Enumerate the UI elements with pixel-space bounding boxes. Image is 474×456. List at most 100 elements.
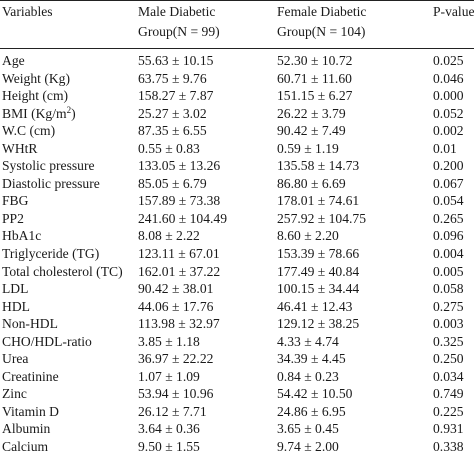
male-value-cell: 3.64 ± 0.36: [138, 421, 200, 437]
variable-label: Urea: [2, 351, 29, 367]
pvalue-cell: 0.025: [433, 53, 464, 68]
variable-cell: Age: [2, 52, 25, 70]
table-row: Urea 36.97 ± 22.22 34.39 ± 4.45 0.250: [0, 350, 474, 368]
female-value-cell: 0.59 ± 1.19: [277, 140, 339, 156]
header-male-line2: Group(N = 99): [138, 24, 220, 39]
male-value-cell: 123.11 ± 67.01: [138, 246, 220, 262]
variable-cell: Diastolic pressure: [2, 175, 100, 193]
male-value-cell: 133.05 ± 13.26: [138, 158, 221, 174]
table-row: HbA1c 8.08 ± 2.22 8.60 ± 2.20 0.096: [0, 227, 474, 245]
pvalue-cell: 0.096: [433, 228, 464, 244]
variable-cell: Zinc: [2, 385, 27, 403]
variable-cell: Height (cm): [2, 87, 68, 105]
male-value-cell: 8.08 ± 2.22: [138, 228, 200, 244]
male-value-cell: 53.94 ± 10.96: [138, 386, 214, 402]
table-row: W.C (cm) 87.35 ± 6.55 90.42 ± 7.49 0.002: [0, 122, 474, 140]
male-value-cell: 157.89 ± 73.38: [138, 193, 221, 209]
female-value-cell: 100.15 ± 34.44: [277, 281, 360, 297]
variable-cell: Non-HDL: [2, 315, 58, 333]
variable-cell: PP2: [2, 210, 24, 228]
variable-cell: Creatinine: [2, 368, 59, 386]
variable-cell: Total cholesterol (TC): [2, 263, 123, 281]
variable-label: Total cholesterol (TC): [2, 263, 123, 279]
table-body: Age 55.63 ± 10.15 52.30 ± 10.72 0.025 Weight…: [0, 52, 474, 456]
table-top-rule: [0, 0, 474, 1]
header-male-group: Male Diabetic Group(N = 99): [138, 2, 220, 42]
header-variables: Variables: [2, 4, 53, 19]
table-row: Creatinine 1.07 ± 1.09 0.84 ± 0.23 0.034: [0, 368, 474, 386]
female-value-cell: 178.01 ± 74.61: [277, 193, 360, 209]
variable-cell: Vitamin D: [2, 403, 59, 421]
variable-label: BMI (Kg/m: [2, 105, 67, 121]
female-value-cell: 3.65 ± 0.45: [277, 421, 339, 437]
pvalue-cell: 0.067: [433, 175, 464, 191]
female-value-cell: 0.84 ± 0.23: [277, 368, 339, 384]
variable-label: Systolic pressure: [2, 158, 95, 174]
variable-label: HDL: [2, 298, 30, 314]
table-row: WHtR 0.55 ± 0.83 0.59 ± 1.19 0.01: [0, 140, 474, 158]
pvalue-cell: 0.749: [433, 386, 464, 402]
male-value-cell: 241.60 ± 104.49: [138, 210, 228, 226]
header-pvalue: P-value: [433, 4, 474, 19]
pvalue-cell: 0.054: [433, 193, 464, 209]
female-value-cell: 177.49 ± 40.84: [277, 263, 360, 279]
male-value-cell: 162.01 ± 37.22: [138, 263, 221, 279]
pvalue-cell: 0.004: [433, 246, 464, 262]
table-row: Calcium 9.50 ± 1.55 9.74 ± 2.00 0.338: [0, 438, 474, 456]
male-value-cell: 36.97 ± 22.22: [138, 351, 214, 367]
variable-label: Vitamin D: [2, 403, 59, 419]
pvalue-cell: 0.052: [433, 105, 464, 121]
variable-cell: Urea: [2, 350, 28, 368]
female-value-cell: 8.60 ± 2.20: [277, 228, 339, 244]
male-value-cell: 9.50 ± 1.55: [138, 439, 200, 455]
table-row: Height (cm) 158.27 ± 7.87 151.15 ± 6.27 0.0…: [0, 87, 474, 105]
male-value-cell: 44.06 ± 17.76: [138, 298, 214, 314]
variable-label: Age: [2, 53, 25, 68]
pvalue-cell: 0.000: [433, 88, 464, 104]
male-value-cell: 1.07 ± 1.09: [138, 368, 200, 384]
header-female-line1: Female Diabetic: [277, 4, 367, 19]
female-value-cell: 54.42 ± 10.50: [277, 386, 353, 402]
table-row: LDL 90.42 ± 38.01 100.15 ± 34.44 0.058: [0, 280, 474, 298]
female-value-cell: 34.39 ± 4.45: [277, 351, 346, 367]
male-value-cell: 158.27 ± 7.87: [138, 88, 214, 104]
male-value-cell: 113.98 ± 32.97: [138, 316, 220, 332]
table-row: Diastolic pressure 85.05 ± 6.79 86.80 ± 6.…: [0, 175, 474, 193]
pvalue-cell: 0.225: [433, 403, 464, 419]
pvalue-cell: 0.046: [433, 70, 464, 86]
header-female-line2: Group(N = 104): [277, 24, 366, 39]
variable-label: Non-HDL: [2, 316, 58, 332]
table-row: BMI (Kg/m2) 25.27 ± 3.02 26.22 ± 3.79 0.052: [0, 105, 474, 123]
variable-label-suffix: ): [71, 105, 76, 121]
variable-cell: W.C (cm): [2, 122, 55, 140]
variable-label: Zinc: [2, 386, 27, 402]
table-row: Zinc 53.94 ± 10.96 54.42 ± 10.50 0.749: [0, 385, 474, 403]
pvalue-cell: 0.200: [433, 158, 464, 174]
table-row: Vitamin D 26.12 ± 7.71 24.86 ± 6.95 0.225: [0, 403, 474, 421]
pvalue-cell: 0.931: [433, 421, 464, 437]
male-value-cell: 0.55 ± 0.83: [138, 140, 200, 156]
variable-label: Diastolic pressure: [2, 175, 100, 191]
variable-cell: HDL: [2, 298, 30, 316]
female-value-cell: 9.74 ± 2.00: [277, 439, 339, 455]
pvalue-cell: 0.005: [433, 263, 464, 279]
header-male-line1: Male Diabetic: [138, 4, 216, 19]
variable-cell: Triglyceride (TG): [2, 245, 99, 263]
variable-label: HbA1c: [2, 228, 42, 244]
variable-cell: Albumin: [2, 420, 50, 438]
pvalue-cell: 0.338: [433, 439, 464, 455]
table-row: Age 55.63 ± 10.15 52.30 ± 10.72 0.025: [0, 52, 474, 70]
male-value-cell: 90.42 ± 38.01: [138, 281, 214, 297]
table-row: Weight (Kg) 63.75 ± 9.76 60.71 ± 11.60 0.04…: [0, 70, 474, 88]
pvalue-cell: 0.058: [433, 281, 464, 297]
variable-cell: CHO/HDL-ratio: [2, 333, 92, 351]
female-value-cell: 151.15 ± 6.27: [277, 88, 353, 104]
female-value-cell: 90.42 ± 7.49: [277, 123, 346, 139]
variable-cell: FBG: [2, 192, 28, 210]
variable-label: Albumin: [2, 421, 51, 437]
male-value-cell: 3.85 ± 1.18: [138, 333, 200, 349]
pvalue-cell: 0.250: [433, 351, 464, 367]
table-row: PP2 241.60 ± 104.49 257.92 ± 104.75 0.265: [0, 210, 474, 228]
pvalue-cell: 0.034: [433, 368, 464, 384]
table-row: Non-HDL 113.98 ± 32.97 129.12 ± 38.25 0.003: [0, 315, 474, 333]
